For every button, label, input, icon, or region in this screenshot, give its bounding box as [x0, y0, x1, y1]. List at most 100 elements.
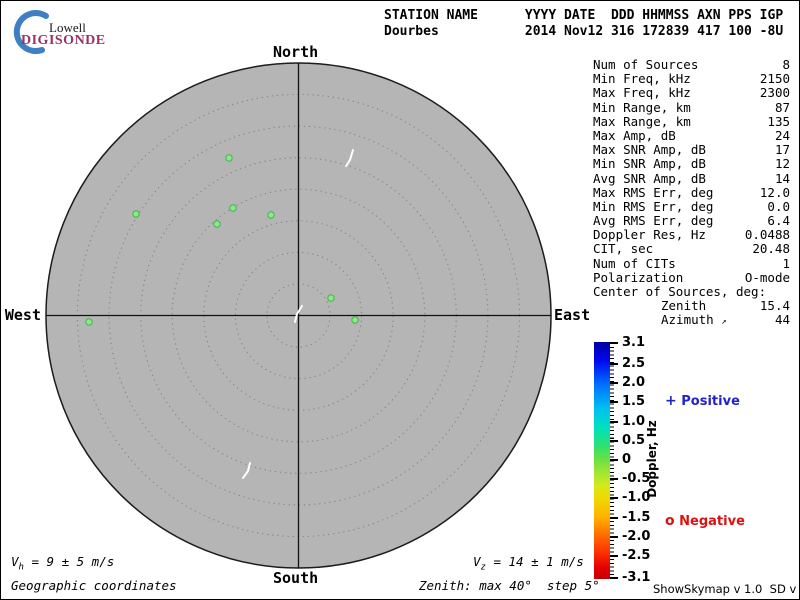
stat-label: Max SNR Amp, dB: [593, 142, 706, 158]
compass-west-label: West: [4, 306, 41, 324]
doppler-colorbar: [594, 342, 610, 579]
stat-row: Num of CITs 1: [593, 255, 790, 271]
stat-value: 12: [774, 156, 790, 172]
version-text: ShowSkymap v 1.0 SD v 5.1: [653, 582, 797, 596]
stat-value: 14: [774, 170, 790, 186]
compass-north-label: North: [273, 43, 319, 61]
stat-value: 87: [774, 99, 790, 115]
azimuth-arrow-icon: ↗: [721, 317, 727, 328]
colorbar-tick: [610, 536, 618, 538]
horizontal-velocity-text: Vh = 9 ± 5 m/s: [11, 554, 114, 573]
negative-label: Negative: [679, 514, 745, 529]
stat-row: Num of Sources 8: [593, 57, 790, 72]
stat-row: Min RMS Err, deg 0.0: [593, 199, 790, 214]
zenith-range-note: Zenith: max 40° step 5°: [419, 578, 600, 593]
colorbar-tick: [610, 401, 618, 403]
stat-label: Max Freq, kHz: [593, 85, 691, 101]
white-mark: [294, 305, 303, 323]
stat-row: Avg SNR Amp, dB 14: [593, 170, 790, 186]
stat-row: CIT, sec 20.48: [593, 242, 790, 256]
vh-symbol: V: [11, 554, 19, 569]
white-mark: [345, 149, 354, 167]
colorbar-tick-label: 0: [622, 452, 632, 467]
stat-value: 20.48: [752, 241, 790, 257]
colorbar-tick-label: 1.5: [622, 394, 646, 409]
stat-label: Center of Sources, deg:: [593, 284, 767, 299]
stat-label: Zenith: [661, 298, 707, 314]
stat-label: Num of Sources: [593, 57, 699, 72]
colorbar-tick-label: -1.5: [622, 510, 651, 525]
colorbar-tick-label: -1.0: [622, 490, 651, 505]
source-dot: [225, 154, 233, 162]
stat-value: 44: [774, 312, 790, 328]
doppler-axis-title: Doppler, Hz: [645, 420, 659, 498]
circle-marker-icon: o: [665, 513, 675, 529]
stat-value: 1: [782, 255, 790, 271]
vh-value: = 9 ± 5 m/s: [23, 554, 115, 569]
colorbar-tick: [610, 478, 618, 480]
stat-value: O-mode: [744, 269, 790, 285]
colorbar-tick: [610, 440, 618, 442]
vz-symbol: V: [473, 554, 481, 569]
white-marks: [242, 149, 354, 479]
stat-label: Avg SNR Amp, dB: [593, 170, 706, 186]
colorbar-tick: [610, 421, 618, 423]
logo-lowell-text: Lowell: [49, 20, 86, 35]
source-dot: [213, 220, 221, 228]
colorbar-tick: [610, 555, 618, 557]
colorbar-tick-label: 2.5: [622, 356, 646, 371]
colorbar-tick: [610, 497, 618, 499]
source-dot: [85, 318, 93, 326]
colorbar-tick-label: 0.5: [622, 433, 646, 448]
stat-value: 17: [774, 142, 790, 158]
stat-row: Min Range, km 87: [593, 99, 790, 115]
source-dot: [351, 316, 359, 324]
crescent-icon: [13, 10, 49, 54]
stat-value: 8: [782, 57, 790, 72]
stat-label: Max RMS Err, deg: [593, 184, 714, 200]
source-dot: [327, 294, 335, 302]
stat-label: Polarization: [593, 269, 684, 285]
colorbar-tick-label: -2.5: [622, 548, 651, 563]
positive-label: Positive: [681, 394, 740, 409]
compass-south-label: South: [273, 569, 319, 587]
colorbar-tick: [610, 363, 618, 365]
vz-value: = 14 ± 1 m/s: [485, 554, 584, 569]
stat-value: 6.4: [767, 213, 790, 229]
stat-label: CIT, sec: [593, 241, 654, 257]
stat-value: 135: [767, 113, 790, 129]
positive-legend: + Positive: [665, 393, 740, 409]
plus-marker-icon: +: [665, 393, 677, 409]
colorbar-tick-label: -3.1: [622, 570, 651, 585]
stat-label: Num of CITs: [593, 255, 676, 271]
stat-value: 0.0488: [744, 227, 790, 243]
stat-group-header: Center of Sources, deg:: [593, 284, 790, 299]
stat-label: Min Freq, kHz: [593, 71, 691, 87]
stat-row: Max Amp, dB 24: [593, 127, 790, 143]
stat-label: Max Range, km: [593, 113, 691, 129]
colorbar-tick: [610, 517, 618, 519]
logo-digisonde-text: DIGISONDE: [21, 33, 106, 48]
stat-row: Max Freq, kHz 2300: [593, 86, 790, 100]
vh-subscript: h: [18, 562, 24, 573]
stat-row: Max RMS Err, deg 12.0: [593, 184, 790, 200]
coordinates-mode-text: Geographic coordinates: [11, 578, 177, 593]
stat-label: Azimuth ↗: [661, 313, 727, 328]
stat-row: Max SNR Amp, dB 17: [593, 142, 790, 158]
negative-legend: o Negative: [665, 513, 745, 529]
stats-panel: Num of Sources 8 Min Freq, kHz 2150 Max Fr…: [593, 57, 790, 328]
stat-row: Min SNR Amp, dB 12: [593, 157, 790, 171]
stat-value: 2150: [759, 71, 790, 87]
stat-row: Min Freq, kHz 2150: [593, 71, 790, 87]
stat-row: Doppler Res, Hz 0.0488: [593, 228, 790, 242]
stat-row: Polarization O-mode: [593, 269, 790, 285]
source-dot: [229, 204, 237, 212]
stat-label: Doppler Res, Hz: [593, 227, 706, 243]
stat-row-azimuth: Azimuth ↗ 44: [593, 312, 790, 328]
vz-subscript: z: [480, 562, 486, 573]
stat-value: 24: [774, 127, 790, 143]
stat-row: Max Range, km 135: [593, 113, 790, 129]
stat-label: Max Amp, dB: [593, 127, 676, 143]
